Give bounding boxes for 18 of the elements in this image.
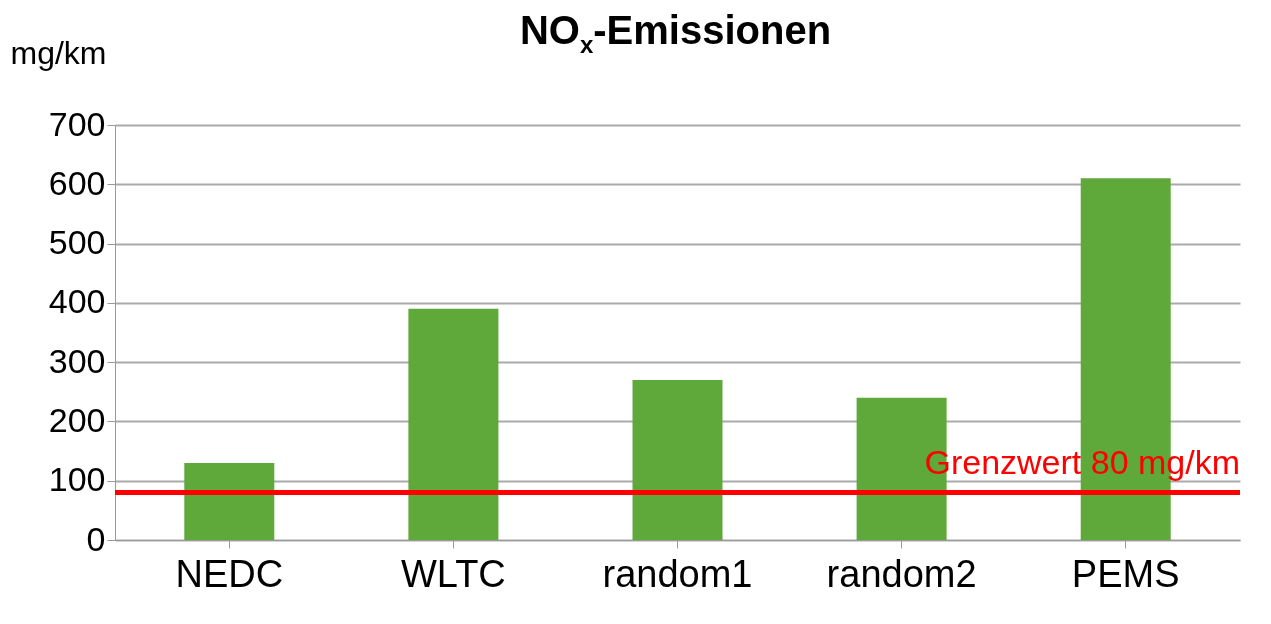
bar <box>408 308 499 540</box>
bar <box>184 462 275 540</box>
x-tick-label: PEMS <box>1071 552 1180 595</box>
y-tick-label: 100 <box>48 460 106 499</box>
y-tick-label: 200 <box>48 400 106 439</box>
x-tick-label: NEDC <box>175 552 284 595</box>
y-tick-label: 400 <box>48 282 106 321</box>
bar <box>632 379 723 540</box>
y-tick-label: 500 <box>48 223 106 262</box>
y-tick-label: 600 <box>48 163 106 202</box>
x-tick-label: WLTC <box>400 552 506 595</box>
x-tick-label: random2 <box>826 552 977 595</box>
y-axis-title: mg/km <box>10 34 107 71</box>
chart-title: NO$_{x}$-Emissionen <box>519 8 832 58</box>
y-tick-label: 700 <box>48 104 106 143</box>
x-tick-label: random1 <box>602 552 753 595</box>
y-tick-label: 300 <box>48 341 106 380</box>
y-tick-label: 0 <box>86 519 106 558</box>
